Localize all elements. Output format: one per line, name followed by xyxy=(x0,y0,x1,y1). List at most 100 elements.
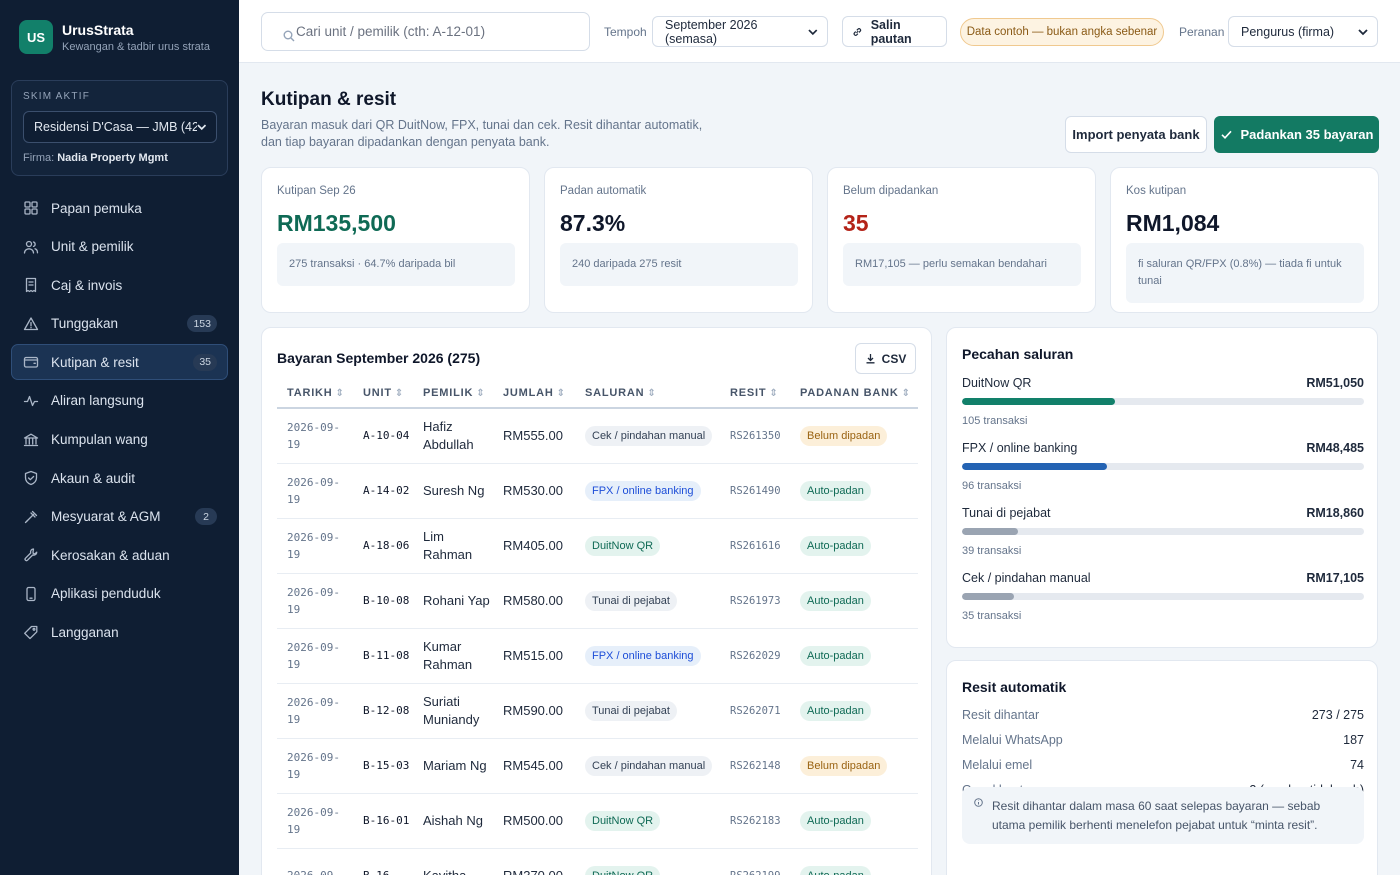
channel-row: Tunai di pejabat RM18,860 39 transaksi xyxy=(962,506,1364,557)
receipt-number[interactable]: RS261973 xyxy=(725,573,794,629)
bank-match-badge: Auto-padan xyxy=(800,645,871,666)
sidebar-item-label: Mesyuarat & AGM xyxy=(51,509,161,525)
sidebar-item-mesyuarat-agm[interactable]: Mesyuarat & AGM 2 xyxy=(11,499,228,535)
sidebar-item-kumpulan-wang[interactable]: Kumpulan wang xyxy=(11,422,228,458)
payment-unit[interactable]: A-14-02 xyxy=(353,463,415,519)
receipt-stat-value: 74 xyxy=(1350,758,1364,772)
payment-unit[interactable]: A-10-04 xyxy=(353,408,415,464)
scheme-select-value: Residensi D'Casa — JMB (428 xyxy=(34,120,197,134)
alert-triangle-icon xyxy=(23,317,39,330)
table-row[interactable]: 2026-09-19 A-10-04 Hafiz Abdullah RM555.00 C… xyxy=(277,408,918,464)
sidebar-item-label: Langganan xyxy=(51,625,119,641)
column-header-resit[interactable]: RESIT ⇕ xyxy=(725,379,794,409)
app-logo: US xyxy=(19,20,53,54)
column-header-tarikh[interactable]: TARIKH ⇕ xyxy=(277,379,353,409)
sidebar-item-kerosakan-aduan[interactable]: Kerosakan & aduan xyxy=(11,537,228,573)
activity-icon xyxy=(23,395,39,407)
sidebar-item-unit-pemilik[interactable]: Unit & pemilik xyxy=(11,229,228,265)
column-header-pemilik[interactable]: PEMILIK ⇕ xyxy=(415,379,495,409)
shield-icon xyxy=(24,471,38,486)
column-header-unit[interactable]: UNIT ⇕ xyxy=(353,379,415,409)
table-row[interactable]: 2026-09-19 B-15-03 Mariam Ng RM545.00 Cek / … xyxy=(277,738,918,794)
channel-count: 105 transaksi xyxy=(962,415,1028,427)
table-row[interactable]: 2026-09-19 B-12-08 Suriati Muniandy RM590.0… xyxy=(277,683,918,739)
match-payments-button[interactable]: Padankan 35 bayaran xyxy=(1214,116,1379,153)
receipt-stat-value: 187 xyxy=(1343,733,1364,747)
csv-label: CSV xyxy=(881,351,907,366)
payment-unit[interactable]: A-18-06 xyxy=(353,518,415,574)
channel-share-fill xyxy=(962,593,1015,600)
chevron-down-icon xyxy=(1358,28,1368,35)
sidebar-item-langganan[interactable]: Langganan xyxy=(11,615,228,651)
receipt-number[interactable]: RS262148 xyxy=(725,738,794,794)
column-header-padanan-bank[interactable]: PADANAN BANK ⇕ xyxy=(794,379,918,409)
sidebar-item-caj-invois[interactable]: Caj & invois xyxy=(11,267,228,303)
payment-unit[interactable]: B-16-01 xyxy=(353,793,415,849)
kpi-label: Padan automatik xyxy=(560,185,647,197)
payment-owner: Suriati Muniandy xyxy=(415,683,495,739)
role-label: Peranan xyxy=(1179,25,1225,39)
brand: US UrusStrata Kewangan & tadbir urus str… xyxy=(19,20,210,54)
column-header-saluran[interactable]: SALURAN ⇕ xyxy=(577,379,725,409)
kpi-label: Kutipan Sep 26 xyxy=(277,185,356,197)
payment-amount: RM515.00 xyxy=(495,628,577,684)
channel-share-fill xyxy=(962,463,1107,470)
import-bank-statement-button[interactable]: Import penyata bank xyxy=(1065,116,1207,153)
payment-unit[interactable]: B-12-08 xyxy=(353,683,415,739)
sidebar-item-aplikasi-penduduk[interactable]: Aplikasi penduduk xyxy=(11,576,228,612)
channel-row: DuitNow QR RM51,050 105 transaksi xyxy=(962,376,1364,427)
kpi-note: 240 daripada 275 resit xyxy=(560,243,798,286)
channel-name: FPX / online banking xyxy=(962,441,1078,455)
table-row[interactable]: 2026-09-19 B-11-08 Kumar Rahman RM515.00 FPX… xyxy=(277,628,918,684)
csv-export-button[interactable]: CSV xyxy=(855,343,916,374)
channel-badge: Tunai di pejabat xyxy=(585,590,677,611)
channel-amount: RM48,485 xyxy=(1306,441,1364,455)
app-name: UrusStrata xyxy=(62,21,134,38)
sidebar-item-aliran-langsung[interactable]: Aliran langsung xyxy=(11,383,228,419)
period-select[interactable]: September 2026 (semasa) xyxy=(652,16,828,47)
tag-icon xyxy=(24,625,38,639)
payment-unit[interactable]: B-15-03 xyxy=(353,738,415,794)
search-box[interactable] xyxy=(261,12,590,51)
receipt-number[interactable]: RS262183 xyxy=(725,793,794,849)
receipt-number[interactable]: RS262199 xyxy=(725,848,794,875)
payment-unit[interactable]: B-11-08 xyxy=(353,628,415,684)
payment-owner: Mariam Ng xyxy=(415,738,495,794)
sidebar-item-label: Caj & invois xyxy=(51,277,123,293)
receipt-number[interactable]: RS261616 xyxy=(725,518,794,574)
sidebar-item-papan-pemuka[interactable]: Papan pemuka xyxy=(11,190,228,226)
receipt-number[interactable]: RS261490 xyxy=(725,463,794,519)
role-select[interactable]: Pengurus (firma) xyxy=(1228,16,1378,47)
payment-amount: RM405.00 xyxy=(495,518,577,574)
channel-badge: FPX / online banking xyxy=(585,645,701,666)
receipt-number[interactable]: RS262029 xyxy=(725,628,794,684)
table-row[interactable]: 2026-09-19 B-16-01 Aishah Ng RM500.00 DuitNo… xyxy=(277,793,918,849)
table-row[interactable]: 2026-09-B-16-KavithaRM370.00 DuitNow QR RS… xyxy=(277,848,918,875)
search-input[interactable] xyxy=(284,24,564,39)
table-row[interactable]: 2026-09-19 A-14-02 Suresh Ng RM530.00 FPX / … xyxy=(277,463,918,519)
receipt-stat-label: Melalui WhatsApp xyxy=(962,733,1063,747)
grid-icon xyxy=(24,201,38,215)
payment-date: 2026-09-19 xyxy=(277,738,353,794)
sidebar-item-tunggakan[interactable]: Tunggakan 153 xyxy=(11,306,228,342)
sidebar-item-kutipan-resit[interactable]: Kutipan & resit 35 xyxy=(11,344,228,381)
copy-link-button[interactable]: Salin pautan xyxy=(842,16,947,47)
table-row[interactable]: 2026-09-19 B-10-08 Rohani Yap RM580.00 Tunai… xyxy=(277,573,918,629)
column-header-jumlah[interactable]: JUMLAH ⇕ xyxy=(495,379,577,409)
receipt-number[interactable]: RS262071 xyxy=(725,683,794,739)
channel-name: DuitNow QR xyxy=(962,376,1032,390)
bank-icon xyxy=(23,433,39,446)
channel-badge: DuitNow QR xyxy=(585,535,661,556)
payment-unit[interactable]: B-10-08 xyxy=(353,573,415,629)
role-select-value: Pengurus (firma) xyxy=(1241,24,1335,39)
channel-share-bar xyxy=(962,593,1364,600)
payment-amount: RM555.00 xyxy=(495,408,577,464)
sort-icon: ⇕ xyxy=(335,388,345,399)
receipt-number[interactable]: RS261350 xyxy=(725,408,794,464)
channel-row: Cek / pindahan manual RM17,105 35 transaks… xyxy=(962,571,1364,622)
receipt-stat-row: Melalui emel 74 xyxy=(962,758,1364,772)
table-row[interactable]: 2026-09-19 A-18-06 Lim Rahman RM405.00 DuitN… xyxy=(277,518,918,574)
sidebar-item-akaun-audit[interactable]: Akaun & audit xyxy=(11,460,228,496)
scheme-select[interactable]: Residensi D'Casa — JMB (428 xyxy=(23,111,217,143)
payment-unit[interactable]: B-16- xyxy=(353,848,415,875)
